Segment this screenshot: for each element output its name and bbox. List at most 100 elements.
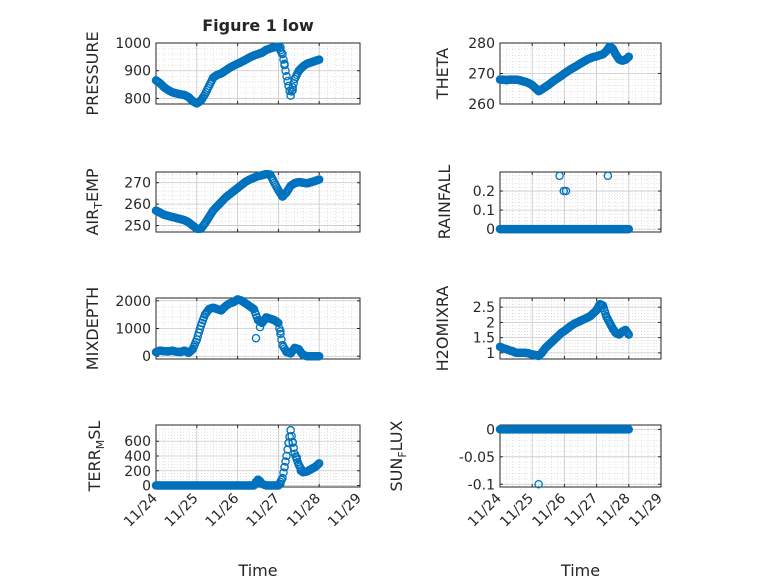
- axes-box: [499, 297, 662, 360]
- subplot-mixdepth: 0 1000 2000 MIXDEPTH: [83, 287, 361, 370]
- data-point: [282, 72, 291, 81]
- data-point: [624, 224, 634, 234]
- data-point: [281, 457, 290, 466]
- y-tick-label: 200: [124, 464, 151, 480]
- data-point: [255, 322, 265, 332]
- data-point: [251, 333, 261, 343]
- data-point: [279, 468, 288, 477]
- data-series: [151, 295, 324, 361]
- chart-title: Figure 1 low: [202, 16, 314, 35]
- data-series: [495, 171, 634, 234]
- y-axis-label: THETA: [433, 48, 452, 100]
- data-point: [292, 453, 302, 462]
- y-axis-label: MIXDEPTH: [83, 287, 102, 370]
- y-tick-label: 900: [124, 64, 151, 80]
- data-series: [495, 299, 634, 361]
- data-point: [314, 351, 324, 361]
- data-point: [624, 52, 634, 61]
- subplot-h2omixra: 11.522.5 H2OMIXRA: [433, 286, 662, 372]
- data-point: [313, 460, 323, 469]
- data-point: [561, 186, 571, 196]
- y-axis-label: AIRTEMP: [83, 168, 105, 235]
- y-tick-label: -0.1: [468, 477, 495, 493]
- data-point: [286, 425, 295, 435]
- data-point: [622, 54, 632, 63]
- y-tick-label: 1: [486, 346, 495, 362]
- y-axis-label: PRESSURE: [83, 31, 102, 115]
- y-tick-label: 0: [142, 349, 151, 365]
- data-point: [624, 330, 634, 339]
- data-point: [534, 480, 543, 489]
- data-point: [623, 329, 633, 338]
- data-point: [289, 443, 298, 453]
- data-point: [276, 479, 285, 489]
- data-point: [314, 175, 324, 184]
- subplot-pressure: 800 900 1000 PRESSURE Figure 1 low: [83, 16, 361, 116]
- y-tick-label: 2.5: [473, 300, 495, 316]
- data-point: [276, 327, 285, 336]
- y-axis-label: SUNFLUX: [387, 420, 409, 491]
- data-series: [495, 425, 634, 489]
- data-point: [276, 329, 285, 339]
- y-tick-label: -0.05: [459, 450, 495, 466]
- y-tick-label: 1000: [115, 322, 151, 338]
- y-tick-label: 250: [124, 219, 151, 235]
- y-tick-label: 0.2: [473, 184, 495, 200]
- data-point: [284, 438, 293, 447]
- y-tick-label: 1.5: [473, 331, 495, 347]
- y-tick-label: 400: [124, 449, 151, 465]
- data-point: [280, 59, 289, 69]
- y-tick-label: 2: [486, 315, 495, 331]
- data-point: [274, 318, 283, 328]
- data-point: [278, 473, 287, 483]
- y-tick-label: 800: [124, 91, 151, 107]
- data-point: [255, 476, 265, 486]
- data-point: [312, 460, 322, 470]
- y-tick-label: 280: [468, 36, 495, 52]
- data-point: [603, 171, 613, 181]
- data-point: [622, 328, 632, 337]
- data-point: [288, 85, 297, 95]
- y-tick-label: 270: [124, 176, 151, 192]
- data-series: [151, 169, 324, 234]
- y-axis-label: TERRMSL: [85, 421, 107, 493]
- y-tick-label: 0.1: [473, 203, 495, 219]
- data-point: [622, 54, 631, 64]
- data-point: [624, 425, 634, 434]
- data-point: [623, 53, 633, 62]
- y-tick-label: 0: [486, 222, 495, 238]
- x-axis-label: Time: [560, 561, 600, 580]
- data-point: [314, 459, 324, 468]
- data-point: [276, 42, 285, 52]
- y-tick-label: 600: [124, 434, 151, 450]
- x-axis-label: Time: [237, 561, 277, 580]
- subplot-air_temp: 250 260 270 AIRTEMP: [83, 168, 361, 236]
- data-point: [279, 55, 288, 64]
- subplot-rainfall: 0 0.1 0.2 RAINFALL: [435, 165, 662, 240]
- y-tick-label: 260: [124, 197, 151, 213]
- y-axis-label: RAINFALL: [435, 165, 454, 240]
- data-series: [495, 42, 634, 96]
- axes-box: [499, 424, 662, 488]
- y-tick-label: 0: [142, 479, 151, 495]
- subplot-theta: 260 270 280 THETA: [433, 36, 662, 113]
- y-axis-label: H2OMIXRA: [433, 286, 452, 372]
- data-point: [296, 466, 306, 476]
- y-tick-label: 2000: [115, 294, 151, 310]
- y-tick-label: 260: [468, 97, 495, 113]
- data-point: [288, 438, 297, 447]
- data-point: [280, 462, 289, 472]
- data-point: [251, 477, 261, 487]
- data-point: [314, 55, 324, 64]
- y-tick-label: 0: [486, 422, 495, 438]
- y-tick-label: 1000: [115, 36, 151, 52]
- y-tick-label: 270: [468, 67, 495, 83]
- data-series: [151, 425, 324, 490]
- data-series: [151, 42, 324, 108]
- data-point: [555, 171, 564, 181]
- axes-box: [155, 42, 361, 105]
- data-point: [288, 83, 297, 92]
